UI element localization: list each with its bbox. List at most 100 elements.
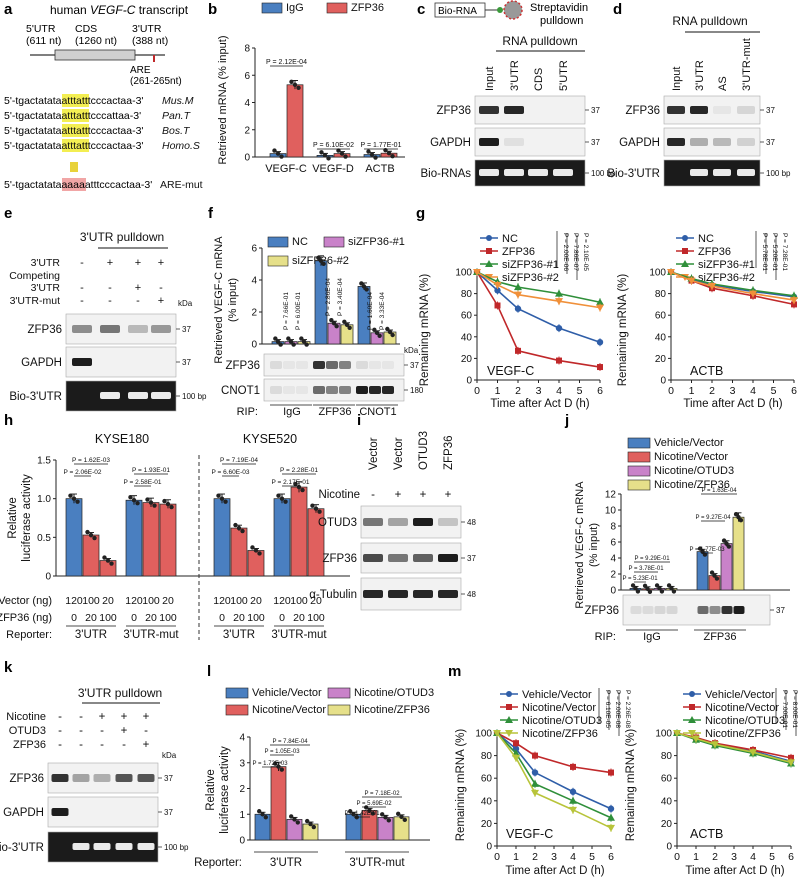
size-marker: 37: [766, 106, 775, 115]
zfp36-amount: 20: [233, 612, 245, 624]
data-point: [531, 789, 539, 797]
replicate-point: [278, 342, 283, 347]
x-tick-label: 5: [577, 385, 583, 397]
y-tick-label: 60: [461, 311, 473, 322]
legend-swatch: [627, 437, 651, 449]
p-value: P = 5.20E-01: [771, 233, 778, 271]
condition-mark: +: [107, 257, 113, 269]
data-point: [512, 754, 520, 762]
y-tick-label: 0: [610, 586, 616, 597]
data-point: [494, 287, 501, 294]
y-axis-label: Remaining mRNA (%): [455, 729, 467, 842]
bar: [82, 534, 100, 577]
data-point: [608, 769, 614, 776]
biotin-icon: [497, 7, 503, 13]
p-value: P = 2.06E-02: [63, 469, 101, 476]
legend-label: NC: [698, 233, 714, 245]
y-tick-label: 1: [239, 810, 245, 821]
bar: [732, 516, 745, 591]
lane-label: CDS: [533, 68, 545, 91]
y-tick-label: 0: [660, 376, 666, 387]
vector-amount: 100: [142, 595, 160, 607]
blot-row-label: Bio-3'UTR: [9, 391, 62, 403]
p-value: P = 1.93E-01: [132, 467, 170, 474]
blot-band: [270, 386, 282, 394]
data-point: [787, 759, 795, 767]
y-tick-label: 4: [244, 98, 250, 109]
replicate-point: [279, 767, 284, 772]
legend-swatch: [267, 255, 289, 267]
blot-row-label: Bio-3'UTR: [0, 842, 44, 854]
blot-d: RNA pulldown Input 3'UTR AS 3'UTR-mut ZFP36 37…: [607, 14, 791, 187]
data-point: [493, 281, 502, 289]
vector-amount: 20: [250, 595, 262, 607]
replicate-point: [635, 589, 641, 594]
legend-marker: [682, 248, 688, 254]
y-axis-label: luciferase activity: [219, 746, 231, 834]
legend-label: NC: [502, 233, 518, 245]
replicate-point: [279, 496, 285, 501]
condition-label: ZFP36: [13, 739, 46, 751]
y-tick-label: 40: [661, 796, 673, 807]
bar: [125, 499, 143, 577]
replicate-point: [289, 79, 294, 84]
replicate-point: [250, 545, 255, 550]
blot-band: [382, 386, 394, 394]
sequence-part: 5'-tgactatata: [4, 179, 62, 191]
x-tick-label: 2: [515, 385, 521, 397]
data-point: [790, 297, 798, 305]
y-tick-label: 20: [461, 354, 473, 365]
replicate-point: [92, 535, 97, 541]
p-value: P = 2.28E-01: [280, 467, 318, 474]
condition-mark: -: [79, 725, 83, 737]
replicate-point: [712, 573, 717, 578]
blot-band: [479, 106, 499, 114]
chart-title: KYSE520: [243, 432, 297, 446]
legend-swatch: [327, 704, 351, 716]
p-value: P = 9.29E-01: [634, 556, 670, 562]
replicate-point: [165, 501, 171, 507]
p-value: P = 7.84E-04: [272, 739, 308, 745]
lane-label: 3'UTR-mut: [741, 38, 753, 91]
y-tick-label: 1.5: [37, 456, 51, 467]
replicate-point: [257, 809, 262, 814]
condition-mark: -: [108, 282, 112, 294]
blot-band: [363, 590, 383, 598]
data-point: [711, 741, 719, 749]
blot-band: [283, 386, 295, 394]
p-value: P = 6.10E-02: [313, 142, 354, 149]
replicate-point: [317, 509, 322, 514]
vector-amount: 120: [125, 595, 143, 607]
blot-row-label: GAPDH: [619, 137, 660, 149]
lane-label: ZFP36: [443, 435, 455, 470]
data-point: [607, 805, 615, 812]
bar: [247, 550, 265, 577]
panel-l: l Vehicle/Vector Nicotine/OTUD3 Nicotine/V…: [194, 663, 434, 869]
size-marker: 48: [467, 518, 476, 527]
replicate-point: [308, 821, 313, 827]
legend-label: Nicotine/ZFP36: [522, 728, 598, 740]
dna-band: [553, 169, 573, 176]
blot-band: [713, 106, 731, 114]
replicate-point: [216, 493, 221, 498]
blot-band: [413, 554, 433, 562]
kda-label: kDa: [162, 751, 177, 760]
p-value: P = 1.63E-04: [701, 488, 737, 494]
replicate-point: [253, 548, 259, 553]
x-tick-label: 6: [788, 851, 794, 863]
data-point: [569, 788, 577, 795]
sequence-part: 5'-tgactatata: [4, 125, 62, 137]
y-tick-label: 60: [661, 774, 673, 785]
y-tick-label: 2: [610, 570, 616, 581]
x-tick-label: 5: [589, 851, 595, 863]
legend-marker: [486, 235, 492, 241]
zfp36-amount: 100: [159, 612, 177, 624]
replicate-point: [299, 336, 304, 341]
blot-band: [72, 358, 92, 366]
x-tick-label: 3: [551, 851, 557, 863]
blot-row-label: ZFP36: [584, 605, 619, 617]
replicate-point: [223, 499, 228, 504]
y-tick-label: 100: [649, 268, 666, 279]
